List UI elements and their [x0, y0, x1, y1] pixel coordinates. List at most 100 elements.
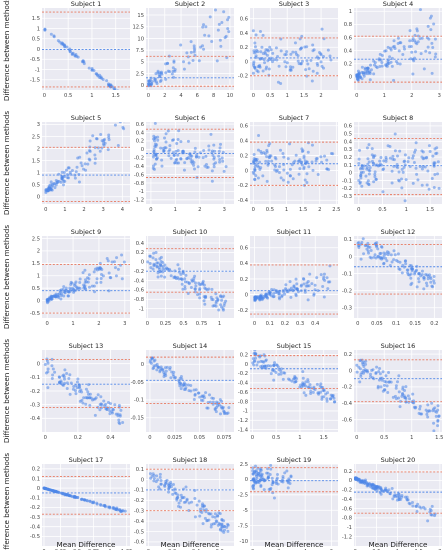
- y-tick-label: 2: [37, 146, 40, 152]
- data-point: [269, 48, 273, 52]
- data-point: [399, 497, 403, 501]
- data-point: [194, 284, 198, 288]
- data-point: [77, 386, 81, 390]
- subplot-17: Subject 1700.250.50.7511.25-0.5-0.4-0.3-…: [30, 456, 133, 550]
- data-point: [103, 504, 107, 508]
- data-point: [265, 179, 269, 183]
- data-point: [65, 381, 69, 385]
- data-point: [66, 294, 70, 298]
- data-point: [268, 154, 272, 158]
- data-point: [59, 297, 63, 301]
- x-tick-label: 0: [253, 321, 256, 327]
- data-point: [119, 509, 123, 513]
- x-tick-label: 2: [82, 207, 85, 213]
- data-point: [382, 159, 386, 163]
- data-point: [387, 380, 391, 384]
- data-point: [370, 486, 374, 490]
- data-point: [158, 475, 162, 479]
- data-point: [432, 22, 436, 26]
- y-tick-label: -0.6: [342, 506, 352, 512]
- data-point: [212, 143, 216, 147]
- data-point: [87, 285, 91, 289]
- data-point: [152, 359, 156, 363]
- data-point: [211, 153, 215, 157]
- x-axis-label: Mean Difference: [265, 540, 324, 549]
- y-tick-label: 0.2: [136, 139, 144, 145]
- y-tick-label: 1: [349, 9, 352, 15]
- data-point: [159, 482, 163, 486]
- data-point: [384, 380, 388, 384]
- data-point: [362, 164, 366, 168]
- y-tick-label: 2.5: [32, 236, 40, 242]
- y-tick-label: 0.3: [344, 147, 352, 153]
- data-point: [66, 176, 70, 180]
- data-point: [105, 256, 109, 260]
- x-axis-label: Mean Difference: [161, 540, 220, 549]
- data-point: [220, 305, 224, 309]
- data-point: [307, 67, 311, 71]
- data-point: [302, 391, 306, 395]
- data-point: [433, 409, 437, 413]
- data-point: [182, 67, 186, 71]
- x-tick-label: 2: [163, 93, 166, 99]
- plot-area: [250, 464, 338, 546]
- data-point: [306, 62, 310, 66]
- x-tick-label: 0: [43, 93, 46, 99]
- data-point: [267, 73, 271, 77]
- data-point: [182, 168, 186, 172]
- data-point: [385, 489, 389, 493]
- y-tick-label: -1.2: [238, 418, 248, 424]
- data-point: [283, 371, 287, 375]
- data-point: [220, 21, 224, 25]
- data-point: [220, 406, 224, 410]
- data-point: [107, 133, 111, 137]
- data-point: [45, 359, 49, 363]
- data-point: [291, 65, 295, 69]
- y-axis-label: Difference between methods: [2, 453, 11, 550]
- data-point: [153, 79, 157, 83]
- x-tick-label: 1: [286, 93, 289, 99]
- data-point: [216, 5, 219, 8]
- data-point: [402, 160, 406, 164]
- data-point: [425, 412, 429, 416]
- y-tick-label: 0.1: [344, 163, 352, 169]
- data-point: [372, 255, 376, 259]
- data-point: [365, 146, 369, 150]
- data-point: [71, 387, 75, 391]
- x-tick-label: 0: [252, 93, 255, 99]
- data-point: [411, 154, 415, 158]
- data-point: [171, 483, 175, 487]
- subplot-title: Subject 10: [173, 228, 208, 236]
- data-point: [164, 77, 168, 81]
- data-point: [294, 380, 298, 384]
- plot-area: [42, 464, 130, 546]
- data-point: [321, 285, 325, 289]
- data-point: [391, 45, 395, 49]
- data-point: [180, 282, 184, 286]
- data-point: [211, 515, 215, 519]
- data-point: [113, 403, 117, 407]
- data-point: [435, 146, 439, 150]
- x-tick-label: 3: [223, 207, 226, 213]
- data-point: [268, 45, 272, 49]
- data-point: [410, 267, 414, 271]
- y-tick-label: -1.5: [30, 78, 40, 84]
- x-tick-label: 2: [318, 207, 321, 213]
- data-point: [424, 281, 428, 285]
- data-point: [220, 156, 224, 160]
- data-point: [394, 386, 398, 390]
- data-point: [209, 132, 213, 136]
- data-point: [163, 275, 167, 279]
- data-point: [369, 483, 373, 487]
- x-tick-label: 0.5: [380, 435, 388, 441]
- data-point: [328, 54, 332, 58]
- x-tick-label: 0.1: [266, 321, 274, 327]
- data-point: [370, 153, 374, 157]
- y-tick-label: 0.6: [136, 122, 144, 128]
- data-point: [253, 165, 257, 169]
- data-point: [404, 262, 408, 266]
- data-point: [310, 160, 314, 164]
- data-point: [202, 148, 206, 152]
- data-point: [268, 487, 272, 491]
- data-point: [409, 57, 413, 61]
